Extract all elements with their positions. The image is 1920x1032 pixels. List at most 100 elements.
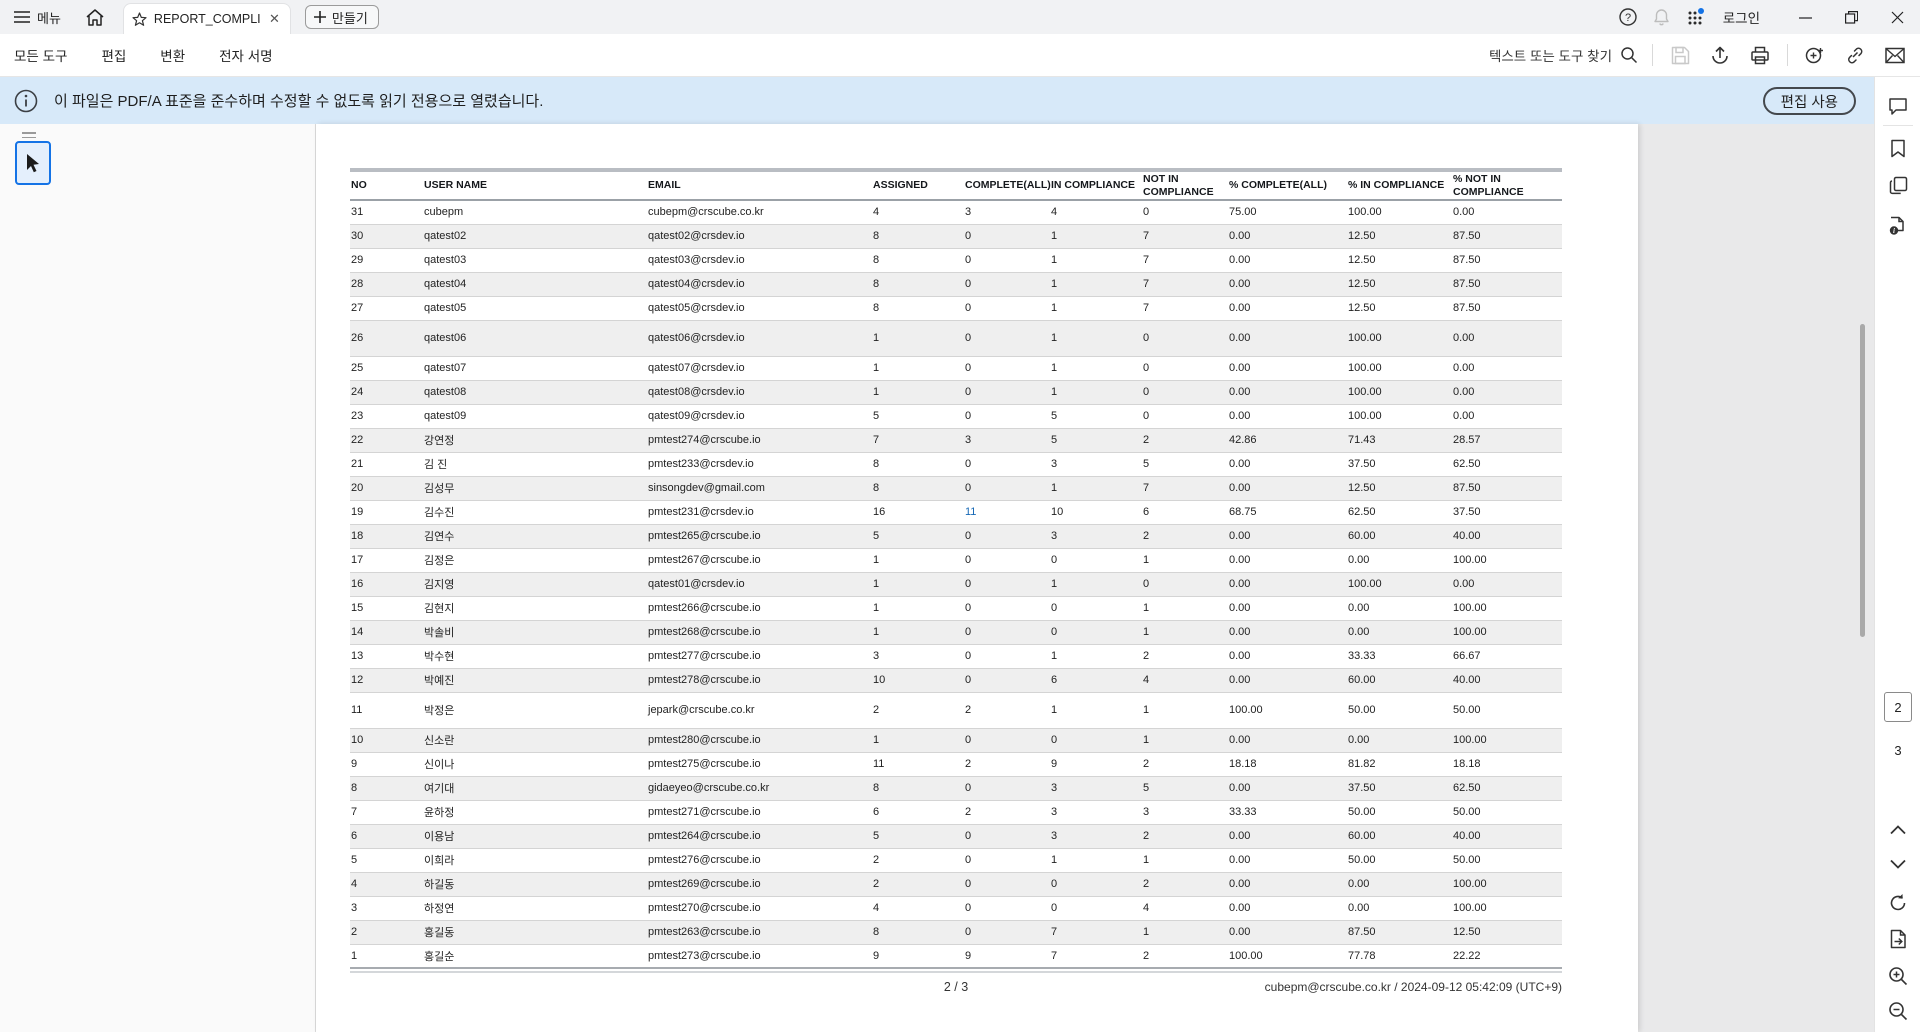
login-button[interactable]: 로그인 (1722, 11, 1760, 26)
add-comment-button[interactable] (1802, 42, 1828, 68)
vertical-scrollbar[interactable] (1860, 324, 1865, 637)
menu-esign[interactable]: 전자 서명 (219, 49, 273, 64)
cell-in_compliance: 1 (1051, 230, 1058, 242)
cell-complete: 0 (965, 362, 972, 374)
menu-all-tools[interactable]: 모든 도구 (14, 49, 68, 64)
cell-email: pmtest231@crsdev.io (648, 506, 754, 518)
cell-assigned: 1 (873, 386, 880, 398)
menu-convert[interactable]: 변환 (160, 49, 186, 64)
panel-grip-handle[interactable] (22, 132, 36, 141)
cell-in_compliance: 1 (1051, 254, 1058, 266)
cell-no: 6 (351, 830, 358, 842)
document-tab[interactable]: REPORT_COMPLIAN... ✕ (122, 3, 291, 34)
cell-no: 23 (351, 410, 364, 422)
table-row: 25 qatest07 qatest07@crsdev.io 1 0 1 0 0.00 100.… (350, 356, 1562, 380)
cell-no: 1 (351, 949, 358, 962)
apps-button[interactable] (1679, 0, 1713, 34)
menu-button[interactable]: 메뉴 (0, 0, 75, 34)
toolbar: 모든 도구 편집 변환 전자 서명 텍스트 또는 도구 찾기 (0, 34, 1920, 77)
cell-assigned: 11 (873, 758, 885, 770)
cell-no: 4 (351, 878, 358, 890)
zoom-in-button[interactable] (1875, 966, 1920, 986)
cell-user: 신이나 (424, 759, 455, 771)
col-header-complete: COMPLETE(ALL) (965, 179, 1051, 192)
create-label: 만들기 (331, 10, 368, 26)
cell-in_compliance: 7 (1051, 926, 1058, 938)
print-button[interactable] (1747, 42, 1773, 68)
enable-edit-button[interactable]: 편집 사용 (1762, 87, 1856, 115)
cell-not_in_compliance: 1 (1143, 704, 1150, 716)
cell-pct_not_in_compliance: 40.00 (1453, 674, 1481, 686)
cell-no: 8 (351, 782, 358, 794)
minimize-button[interactable] (1782, 0, 1828, 34)
search-box[interactable]: 텍스트 또는 도구 찾기 (1489, 45, 1638, 65)
share-button[interactable] (1707, 42, 1733, 68)
info-icon (14, 89, 38, 112)
cell-complete: 0 (965, 386, 972, 398)
cell-assigned: 8 (873, 782, 880, 794)
cell-not_in_compliance: 2 (1143, 758, 1150, 770)
cell-assigned: 3 (873, 650, 880, 662)
cell-complete: 0 (965, 854, 972, 866)
document-info-button[interactable]: i (1875, 216, 1920, 236)
cell-pct_complete: 0.00 (1229, 854, 1251, 866)
restore-button[interactable] (1828, 0, 1874, 34)
cell-not_in_compliance: 2 (1143, 878, 1150, 890)
cell-pct_complete: 0.00 (1229, 554, 1251, 566)
zoom-out-button[interactable] (1875, 1001, 1920, 1021)
comments-panel-button[interactable] (1875, 97, 1920, 116)
cell-user: 박정은 (424, 705, 455, 717)
cell-pct_in_compliance: 12.50 (1348, 302, 1376, 314)
save-button[interactable] (1667, 42, 1693, 68)
col-header-pct_in_compliance: % IN COMPLIANCE (1348, 179, 1445, 192)
next-page-label[interactable]: 3 (1894, 743, 1902, 758)
export-document-button[interactable] (1875, 929, 1920, 949)
cell-in_compliance: 5 (1051, 434, 1058, 446)
cell-in_compliance: 6 (1051, 674, 1058, 686)
help-button[interactable]: ? (1611, 0, 1645, 34)
cell-no: 3 (351, 902, 358, 914)
cell-pct_in_compliance: 87.50 (1348, 926, 1376, 938)
print-icon (1751, 46, 1769, 64)
cell-pct_complete: 0.00 (1229, 878, 1251, 890)
email-button[interactable] (1882, 42, 1908, 68)
pages-panel-button[interactable] (1875, 176, 1920, 195)
table-row: 23 qatest09 qatest09@crsdev.io 5 0 5 0 0.00 100.… (350, 404, 1562, 428)
cell-in_compliance: 1 (1051, 302, 1058, 314)
zoom-in-icon (1889, 967, 1908, 986)
create-button[interactable]: 만들기 (304, 5, 379, 29)
cell-no: 24 (351, 386, 364, 398)
cell-pct_in_compliance: 0.00 (1348, 878, 1370, 890)
cell-complete: 11 (965, 506, 977, 518)
next-page-button[interactable] (1875, 859, 1920, 869)
menu-edit[interactable]: 편집 (101, 49, 127, 64)
cell-not_in_compliance: 5 (1143, 782, 1150, 794)
cell-in_compliance: 3 (1051, 530, 1058, 542)
previous-page-button[interactable] (1875, 825, 1920, 835)
selection-tool-button[interactable] (15, 141, 51, 185)
home-button[interactable] (75, 0, 115, 34)
cell-pct_in_compliance: 100.00 (1348, 206, 1382, 219)
tab-close-icon[interactable]: ✕ (269, 11, 280, 26)
col-header-no: NO (351, 179, 367, 192)
table-row: 3 하정연 pmtest270@crscube.io 4 0 0 4 0.00 0.00 100.… (350, 896, 1562, 920)
cell-pct_not_in_compliance: 87.50 (1453, 254, 1481, 266)
pdfa-banner: 이 파일은 PDF/A 표준을 준수하며 수정할 수 없도록 읽기 전용으로 열… (0, 77, 1874, 124)
cell-user: 김현지 (424, 603, 455, 615)
bookmarks-panel-button[interactable] (1875, 139, 1920, 158)
notifications-button[interactable] (1645, 0, 1679, 34)
link-button[interactable] (1842, 42, 1868, 68)
cell-pct_not_in_compliance: 100.00 (1453, 902, 1487, 914)
close-window-button[interactable] (1874, 0, 1920, 34)
cell-email: pmtest275@crscube.io (648, 758, 761, 770)
rotate-page-button[interactable] (1875, 893, 1920, 913)
cell-pct_in_compliance: 100.00 (1348, 362, 1382, 374)
cell-pct_not_in_compliance: 62.50 (1453, 782, 1481, 794)
cell-user: 김성무 (424, 483, 455, 495)
cell-assigned: 8 (873, 230, 880, 242)
share-upload-icon (1712, 46, 1728, 64)
current-page-input[interactable]: 2 (1884, 692, 1912, 722)
cell-user: 신소란 (424, 735, 455, 747)
cell-in_compliance: 10 (1051, 506, 1064, 518)
cell-not_in_compliance: 1 (1143, 734, 1150, 746)
